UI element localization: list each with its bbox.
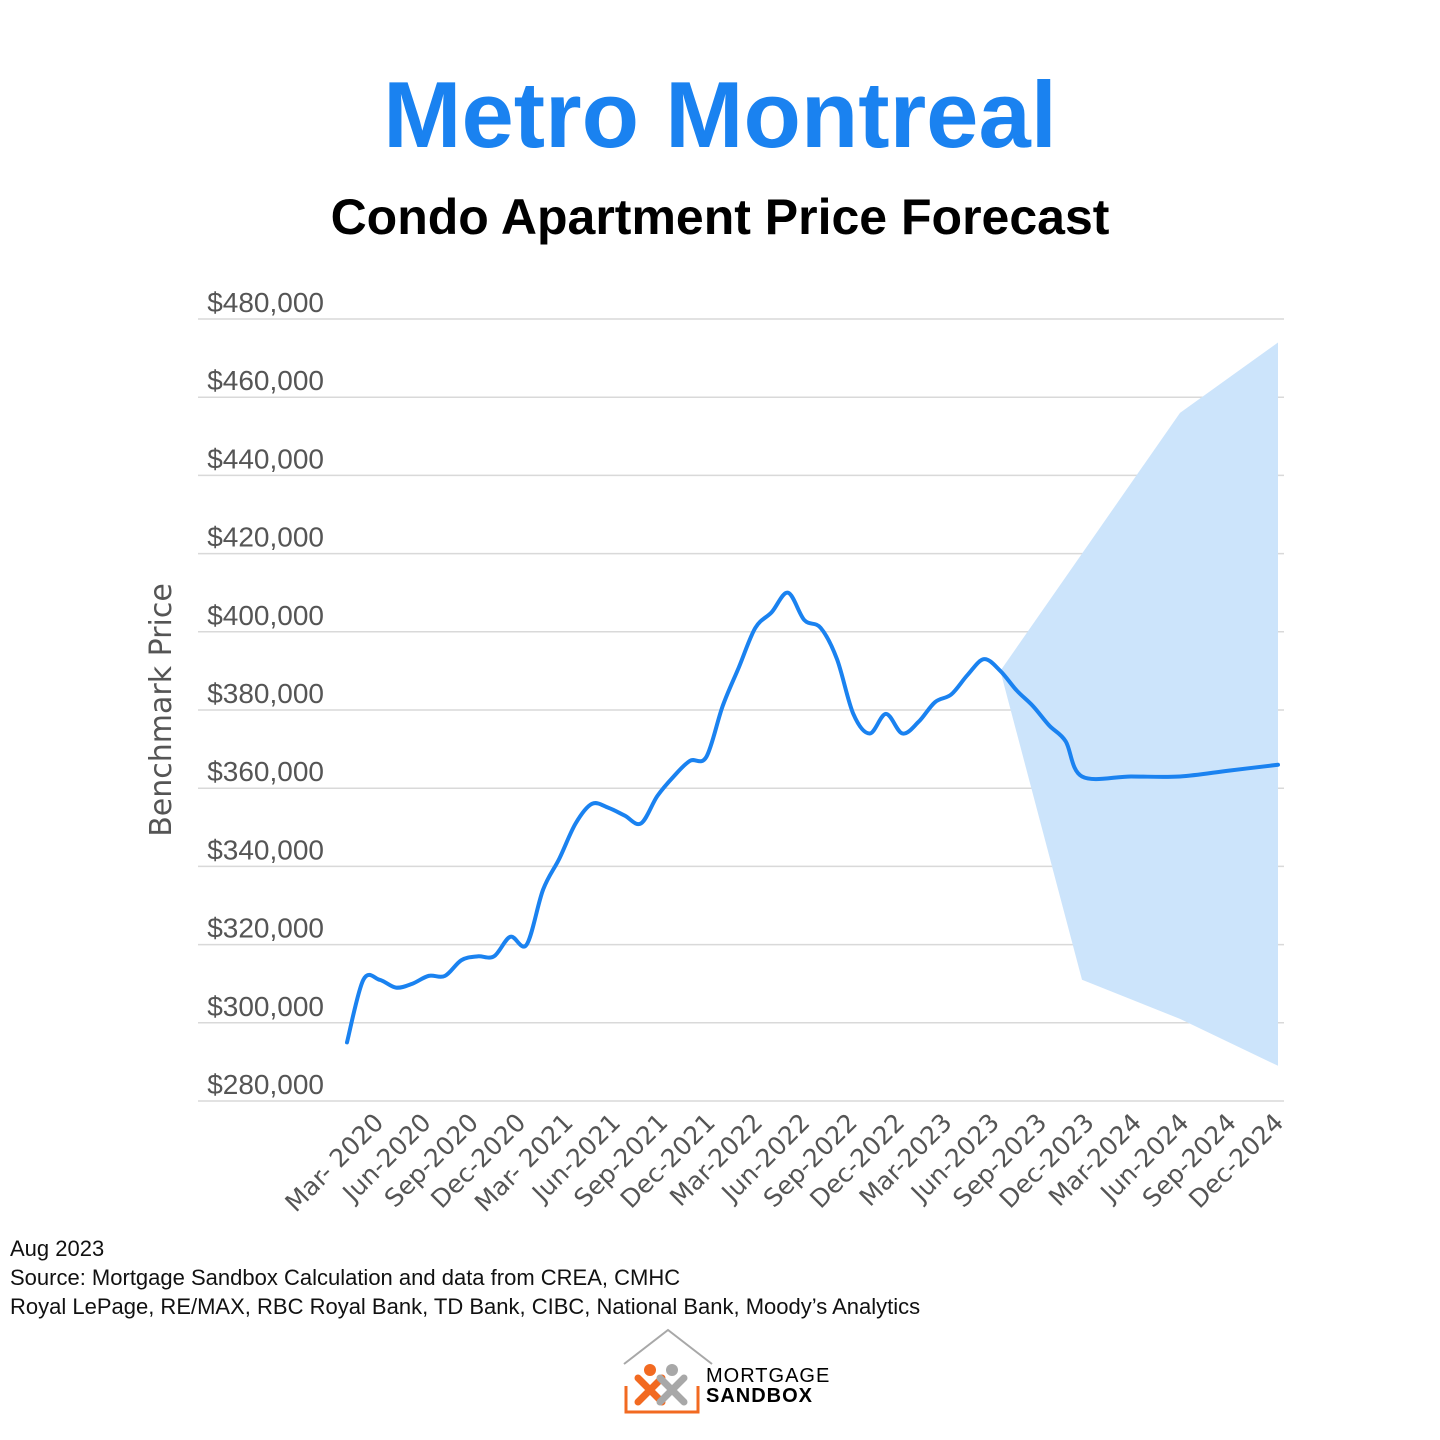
y-tick-label: $460,000: [207, 365, 324, 396]
y-tick-labels: $480,000 $460,000 $440,000 $420,000 $400,000…: [207, 287, 324, 1100]
series-line-layer: [345, 590, 1280, 1045]
y-tick-label: $440,000: [207, 443, 324, 474]
y-tick-label: $420,000: [207, 522, 324, 553]
footer-contributors: Royal LePage, RE/MAX, RBC Royal Bank, TD…: [10, 1294, 921, 1319]
y-tick-label: $280,000: [207, 1069, 324, 1100]
y-axis-label: Benchmark Price: [144, 583, 179, 837]
y-tick-label: $360,000: [207, 756, 324, 787]
y-tick-label: $320,000: [207, 913, 324, 944]
logo-text-mortgage: MORTGAGE: [706, 1365, 831, 1387]
forecast-range-band: [1000, 342, 1278, 1066]
mortgage-sandbox-logo: MORTGAGE SANDBOX: [620, 1326, 840, 1418]
y-tick-label: $400,000: [207, 600, 324, 631]
forecast-band-layer: [1000, 342, 1278, 1066]
logo-text-sandbox: SANDBOX: [706, 1385, 814, 1407]
y-tick-label: $340,000: [207, 834, 324, 865]
footer-source: Source: Mortgage Sandbox Calculation and…: [10, 1265, 681, 1290]
y-tick-label: $480,000: [207, 287, 324, 318]
chart-subtitle: Condo Apartment Price Forecast: [330, 189, 1110, 245]
house-logo-icon: [623, 1328, 713, 1414]
benchmark-price-line: [345, 590, 1280, 1045]
y-tick-label: $380,000: [207, 678, 324, 709]
footer-notes: Aug 2023 Source: Mortgage Sandbox Calcul…: [10, 1234, 920, 1321]
footer-date: Aug 2023: [10, 1236, 105, 1261]
y-tick-label: $300,000: [207, 991, 324, 1022]
chart-title: Metro Montreal: [383, 62, 1057, 167]
